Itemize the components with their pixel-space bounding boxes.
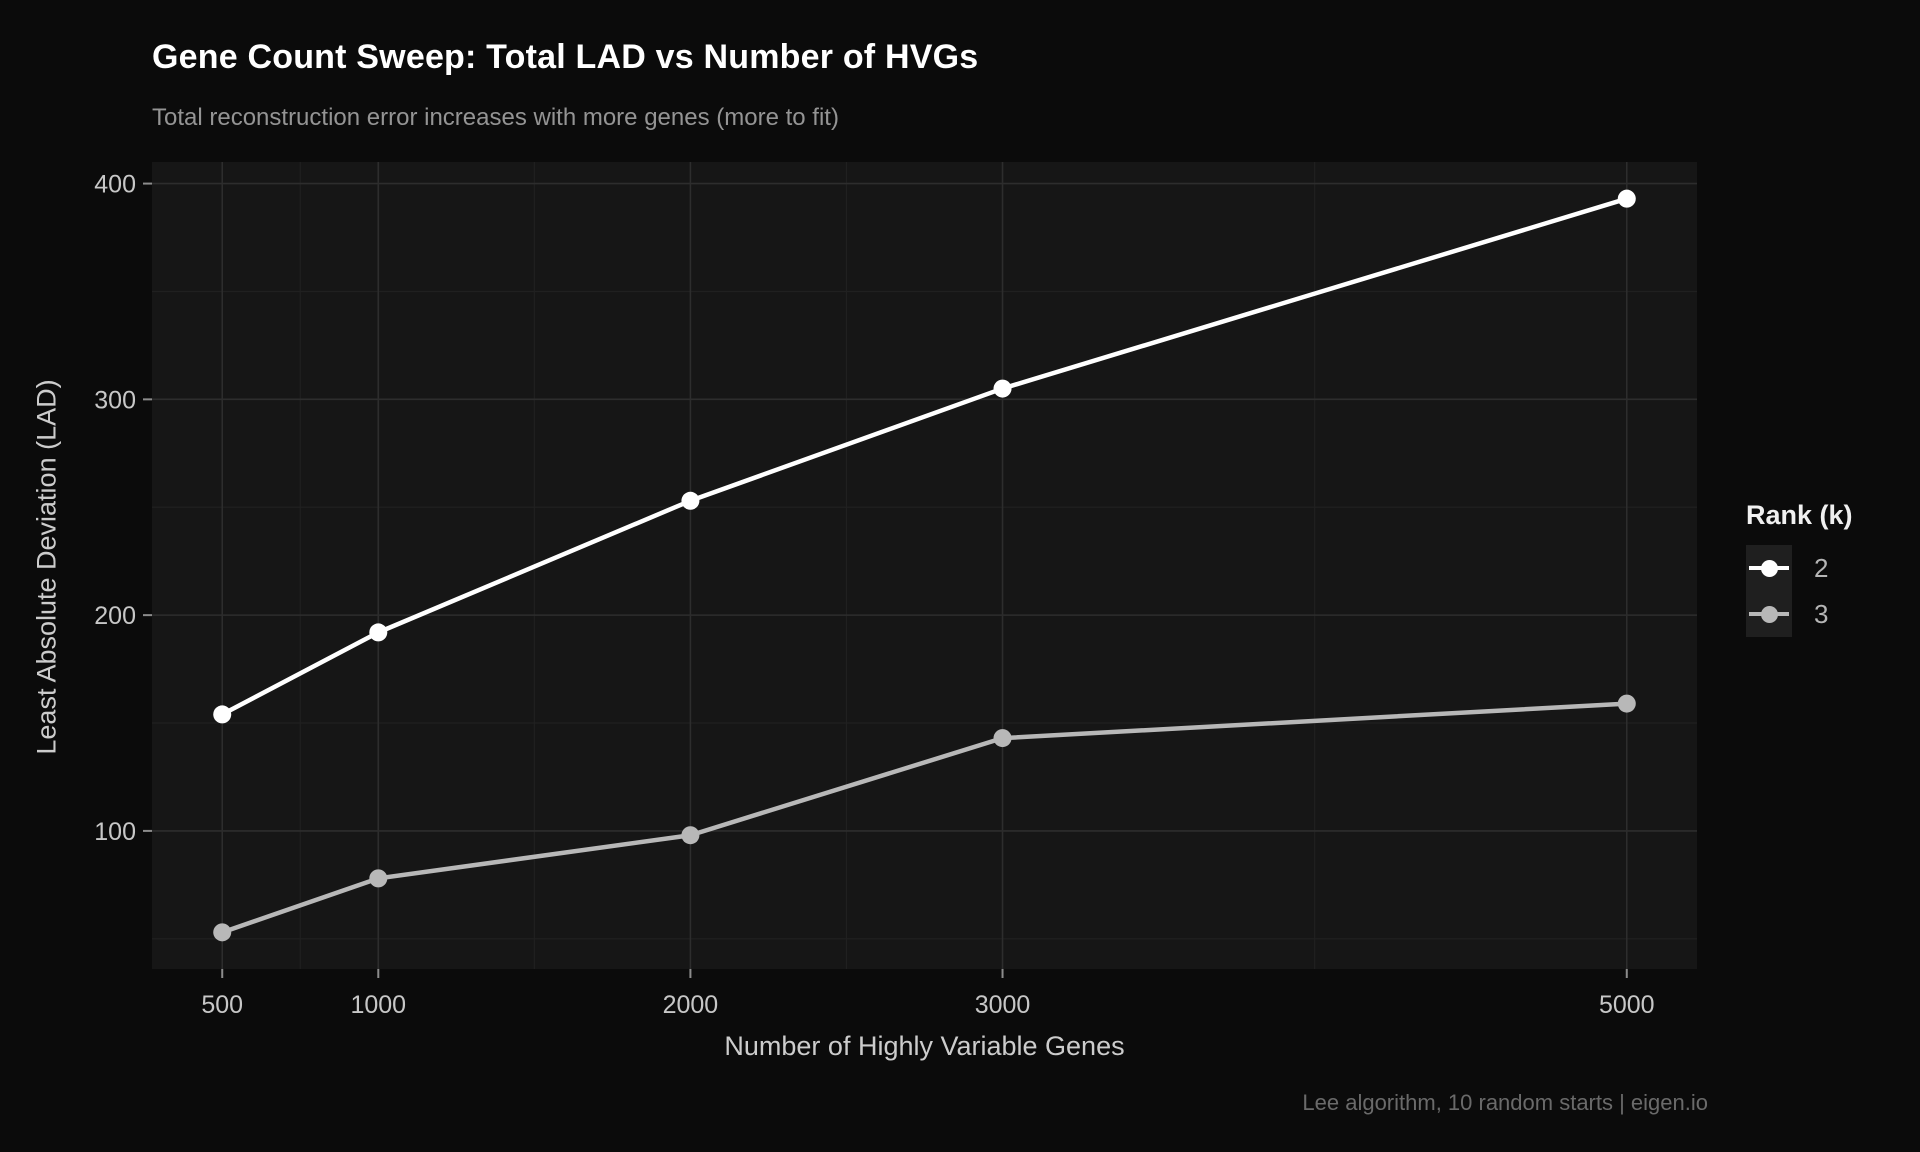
data-point-rank-3-x-500 [213,923,232,942]
y-tick-label: 100 [94,818,136,846]
y-tick-label: 200 [94,602,136,630]
chart-subtitle: Total reconstruction error increases wit… [152,104,839,131]
x-axis-title: Number of Highly Variable Genes [724,1031,1125,1061]
legend-item-rank-2: 2 [1746,545,1853,591]
chart-caption: Lee algorithm, 10 random starts | eigen.… [1302,1090,1708,1115]
data-point-rank-3-x-5000 [1617,694,1636,713]
data-point-rank-2-x-2000 [681,491,700,510]
x-tick-label: 500 [201,991,243,1019]
legend-item-label: 2 [1814,552,1829,583]
legend-point-icon [1760,559,1778,577]
y-tick-label: 400 [94,171,136,199]
x-tick-label: 1000 [350,991,406,1019]
y-axis-title: Least Absolute Deviation (LAD) [31,379,62,755]
data-point-rank-2-x-500 [213,705,232,724]
y-tick-label: 300 [94,386,136,414]
data-point-rank-2-x-1000 [369,623,388,642]
x-tick-label: 5000 [1599,991,1655,1019]
legend-item-rank-3: 3 [1746,591,1853,637]
chart-title: Gene Count Sweep: Total LAD vs Number of… [152,38,979,76]
data-point-rank-2-x-5000 [1617,189,1636,208]
plot-panel [152,162,1697,969]
data-point-rank-3-x-2000 [681,826,700,845]
legend-key-swatch-rank-2 [1746,545,1792,591]
legend-items: 2 3 [1746,545,1853,637]
legend-key-swatch-rank-3 [1746,591,1792,637]
x-tick-label: 2000 [663,991,719,1019]
data-point-rank-2-x-3000 [993,379,1012,398]
legend: Rank (k) 2 3 [1746,500,1853,637]
x-tick-label: 3000 [975,991,1031,1019]
legend-title: Rank (k) [1746,500,1853,530]
legend-point-icon [1760,605,1778,623]
data-point-rank-3-x-3000 [993,729,1012,748]
legend-item-label: 3 [1814,598,1829,629]
data-point-rank-3-x-1000 [369,869,388,888]
